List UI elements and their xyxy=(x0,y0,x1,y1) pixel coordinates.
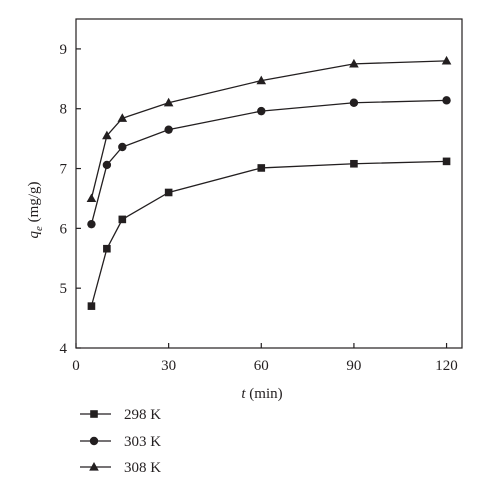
data-point xyxy=(102,130,112,140)
y-tick-label: 8 xyxy=(60,102,68,118)
y-axis-label: qe (mg/g) xyxy=(26,182,45,239)
legend-item: 298 K xyxy=(80,407,161,423)
x-axis-label: t (min) xyxy=(241,386,282,402)
data-point xyxy=(117,113,128,122)
data-point xyxy=(118,215,127,224)
legend-marker xyxy=(89,436,99,446)
series-triangle xyxy=(86,55,452,203)
data-point xyxy=(349,98,359,107)
x-tick-label: 30 xyxy=(161,358,176,374)
data-point xyxy=(87,302,96,310)
data-point xyxy=(442,157,451,166)
legend-label: 298 K xyxy=(124,407,161,423)
legend-marker xyxy=(90,410,98,418)
y-tick-label: 5 xyxy=(60,281,68,297)
data-point xyxy=(350,159,358,168)
x-tick-label: 120 xyxy=(435,358,458,374)
legend-marker xyxy=(89,462,99,471)
plot-border xyxy=(75,18,463,349)
y-tick-label: 4 xyxy=(60,341,68,357)
data-point xyxy=(256,75,267,85)
data-point xyxy=(102,160,112,170)
series-square xyxy=(87,157,451,310)
series-circle xyxy=(87,96,451,229)
legend-label: 303 K xyxy=(124,434,161,450)
legend-label: 308 K xyxy=(124,460,161,476)
data-point xyxy=(87,219,96,229)
data-point xyxy=(118,142,127,152)
x-tick-label: 60 xyxy=(254,358,269,374)
data-point xyxy=(442,96,451,105)
data-point xyxy=(86,193,97,203)
x-tick-label: 0 xyxy=(72,358,80,374)
data-point xyxy=(103,244,111,253)
y-tick-label: 9 xyxy=(60,42,68,58)
y-tick-label: 7 xyxy=(60,162,68,178)
series-line xyxy=(90,160,447,307)
series-line xyxy=(90,60,447,199)
data-point xyxy=(441,55,452,65)
series-layer xyxy=(86,55,452,310)
x-tick-label: 90 xyxy=(346,358,361,374)
legend-item: 308 K xyxy=(80,460,161,476)
data-point xyxy=(349,58,359,68)
data-point xyxy=(164,188,173,197)
data-point xyxy=(163,97,174,107)
y-tick-label: 6 xyxy=(60,221,68,237)
legend: 298 K 303 K 308 K xyxy=(80,407,161,476)
data-point xyxy=(164,125,173,134)
data-point xyxy=(257,164,266,172)
data-point xyxy=(257,106,266,116)
plot-frame xyxy=(75,18,463,349)
legend-item: 303 K xyxy=(80,434,161,450)
ticks: 0 30 60 90 120 4 5 6 7 8 9 xyxy=(60,42,458,374)
